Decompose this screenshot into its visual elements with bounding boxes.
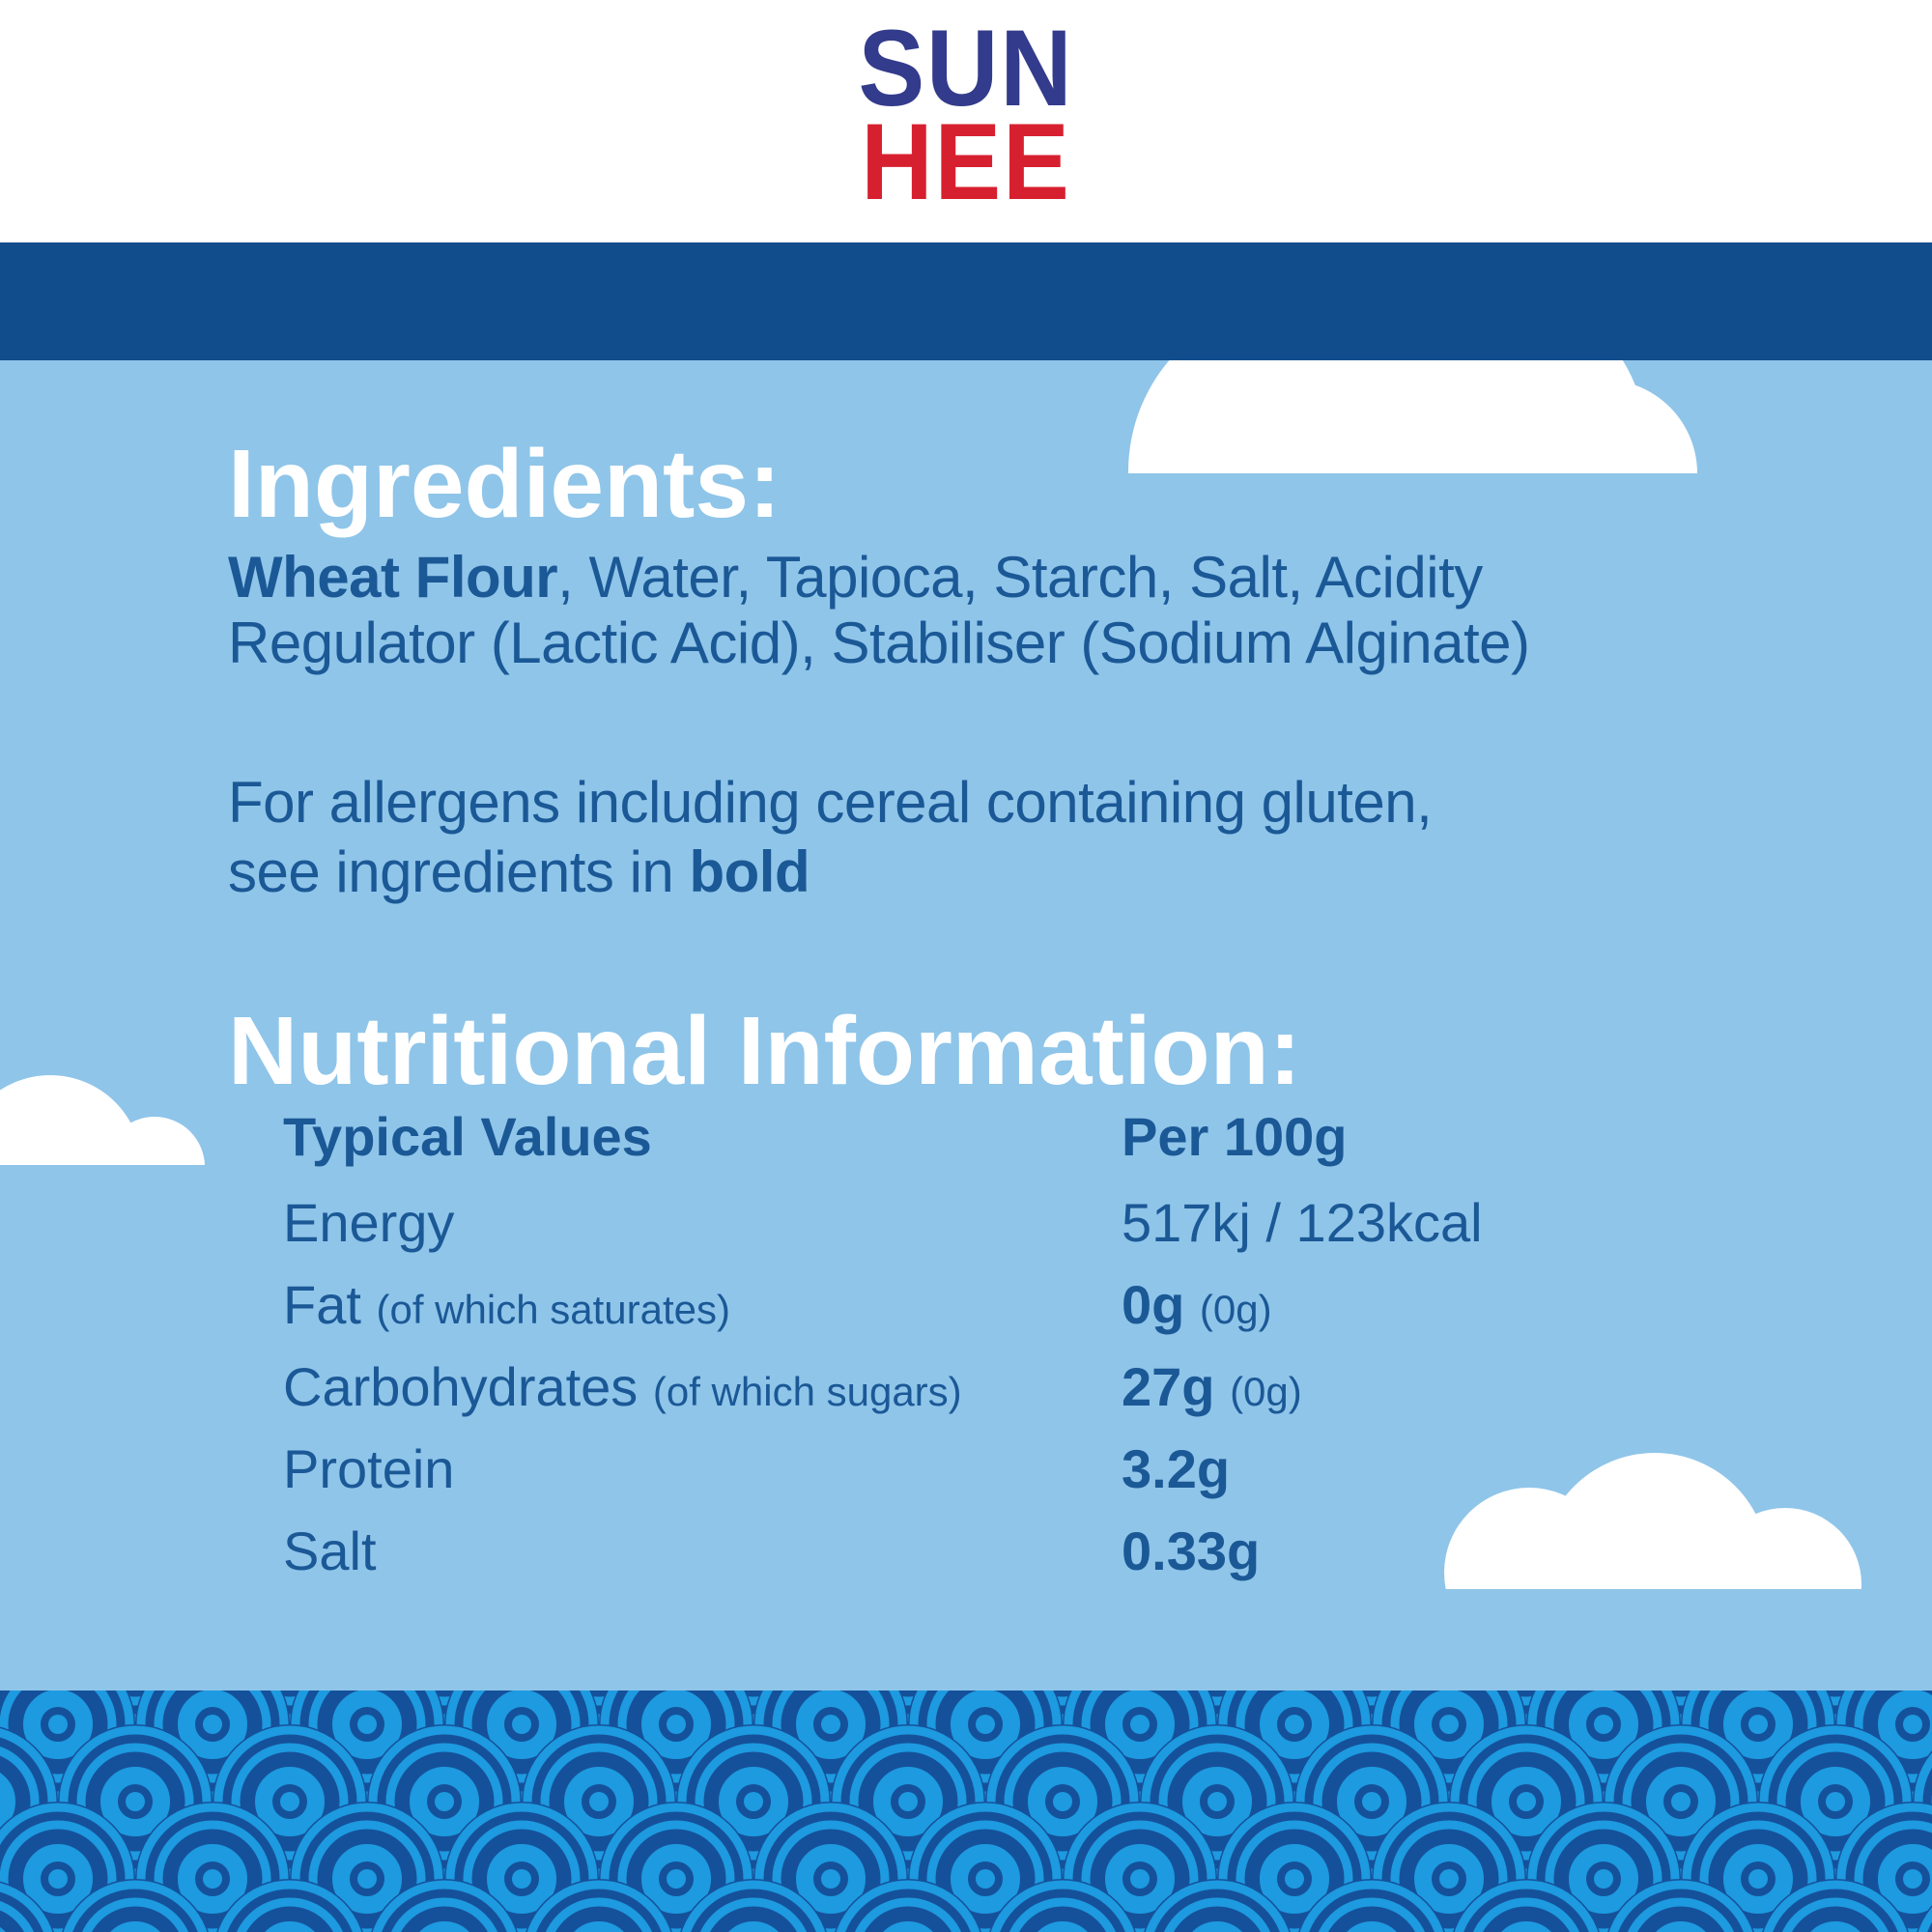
nutrition-value-small-carbohydrates: (0g) xyxy=(1230,1369,1302,1414)
nutrition-row-fat: Fat (of which saturates) 0g (0g) xyxy=(283,1264,1732,1346)
allergen-note-bold-word: bold xyxy=(689,839,810,904)
brand-logo-line-sun: SUN xyxy=(858,8,1074,128)
cloud-left-icon xyxy=(0,1075,205,1165)
allergen-note-line2-prefix: see ingredients in xyxy=(228,839,690,904)
ingredients-list-line2: Regulator (Lactic Acid), Stabiliser (Sod… xyxy=(228,611,1530,675)
allergen-note-line1: For allergens including cereal containin… xyxy=(228,770,1433,835)
nutrition-label-small-carbohydrates: (of which sugars) xyxy=(652,1369,962,1414)
brand-logo: SUN HEE xyxy=(0,8,1932,222)
ingredients-allergen-bold-text: Wheat Flour xyxy=(228,545,558,610)
wave-pattern xyxy=(0,1690,1932,1932)
nutrition-heading: Nutritional Information: xyxy=(228,997,1301,1105)
nutrition-value-small-fat: (0g) xyxy=(1199,1287,1272,1332)
ingredients-list-line1: Wheat Flour, Water, Tapioca, Starch, Sal… xyxy=(228,545,1529,611)
navy-divider-band xyxy=(0,242,1932,360)
allergen-note-line2: see ingredients in bold xyxy=(228,838,1432,907)
nutrition-col-typical-values: Typical Values xyxy=(283,1106,652,1167)
nutrition-row-protein: Protein 3.2g xyxy=(283,1428,1732,1510)
nutrition-label-small-fat: (of which saturates) xyxy=(376,1287,730,1332)
nutrition-label-salt: Salt xyxy=(283,1520,377,1581)
ingredients-list-line1-rest: , Water, Tapioca, Starch, Salt, Acidity xyxy=(557,545,1483,610)
nutrition-value-fat: 0g xyxy=(1122,1274,1185,1335)
ingredients-list: Wheat Flour, Water, Tapioca, Starch, Sal… xyxy=(228,545,1530,676)
allergen-note: For allergens including cereal containin… xyxy=(228,768,1433,907)
nutrition-label-energy: Energy xyxy=(283,1192,455,1253)
nutrition-row-salt: Salt 0.33g xyxy=(283,1510,1732,1592)
nutrition-value-protein: 3.2g xyxy=(1122,1438,1231,1499)
brand-logo-line-hee: HEE xyxy=(861,101,1071,222)
cloud-top-right-icon xyxy=(1128,360,1697,473)
cloud-bottom-right-icon xyxy=(1444,1453,1861,1589)
nutrition-table: Typical Values Per 100g Energy 517kj / 1… xyxy=(283,1095,1732,1592)
ingredients-heading: Ingredients: xyxy=(228,430,781,538)
nutrition-label-protein: Protein xyxy=(283,1438,455,1499)
nutrition-row-energy: Energy 517kj / 123kcal xyxy=(283,1181,1732,1264)
nutrition-value-energy: 517kj / 123kcal xyxy=(1122,1192,1483,1253)
nutrition-col-per-100g: Per 100g xyxy=(1122,1106,1348,1167)
nutrition-label-fat: Fat xyxy=(283,1274,361,1335)
nutrition-row-carbohydrates: Carbohydrates (of which sugars) 27g (0g) xyxy=(283,1346,1732,1428)
label-body: Ingredients: Wheat Flour, Water, Tapioca… xyxy=(0,360,1932,1932)
nutrition-value-carbohydrates: 27g xyxy=(1122,1356,1215,1417)
nutrition-value-salt: 0.33g xyxy=(1122,1520,1261,1581)
nutrition-table-header-row: Typical Values Per 100g xyxy=(283,1095,1732,1178)
nutrition-label-carbohydrates: Carbohydrates xyxy=(283,1356,639,1417)
